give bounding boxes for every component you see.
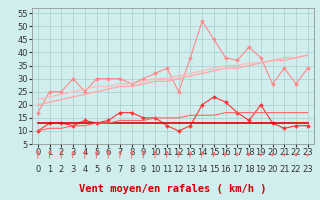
Text: 2: 2 [59,165,64,174]
Text: 16: 16 [220,165,231,174]
Text: 21: 21 [279,165,290,174]
Text: 8: 8 [129,165,134,174]
Text: 22: 22 [291,165,301,174]
Text: 14: 14 [197,165,207,174]
Text: 19: 19 [256,165,266,174]
Text: 18: 18 [244,165,254,174]
Text: Vent moyen/en rafales ( km/h ): Vent moyen/en rafales ( km/h ) [79,184,267,194]
Text: 20: 20 [267,165,278,174]
Text: 23: 23 [302,165,313,174]
Text: 7: 7 [117,165,123,174]
Text: 15: 15 [209,165,219,174]
Text: 13: 13 [185,165,196,174]
Text: 5: 5 [94,165,99,174]
Text: 17: 17 [232,165,243,174]
Text: 12: 12 [173,165,184,174]
Text: 6: 6 [106,165,111,174]
Text: 3: 3 [70,165,76,174]
Text: 4: 4 [82,165,87,174]
Text: 9: 9 [141,165,146,174]
Text: 11: 11 [162,165,172,174]
Text: 1: 1 [47,165,52,174]
Text: 0: 0 [35,165,41,174]
Text: 10: 10 [150,165,160,174]
